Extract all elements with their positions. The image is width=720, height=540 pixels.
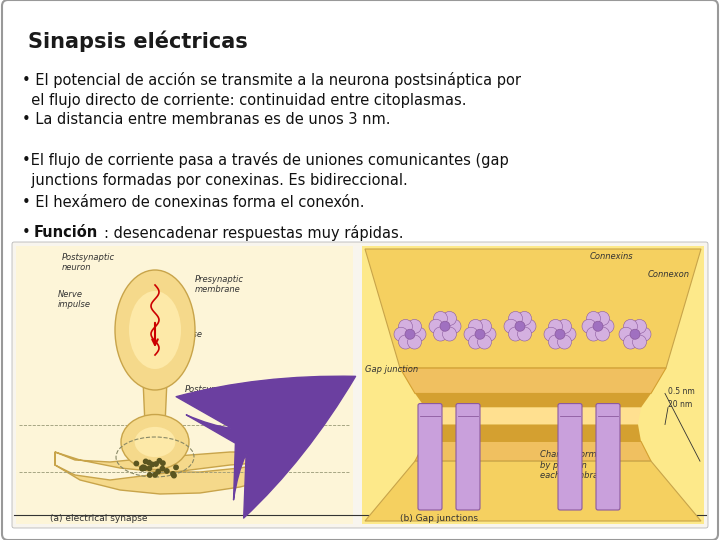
Circle shape	[398, 320, 413, 333]
Circle shape	[508, 312, 523, 326]
Circle shape	[515, 321, 525, 331]
Circle shape	[504, 319, 518, 333]
Circle shape	[154, 462, 158, 466]
Text: Connexins: Connexins	[590, 252, 634, 261]
Circle shape	[147, 466, 152, 470]
Circle shape	[544, 327, 558, 341]
Circle shape	[624, 335, 637, 349]
Polygon shape	[55, 452, 290, 494]
Circle shape	[157, 458, 161, 463]
Circle shape	[595, 327, 610, 341]
Circle shape	[429, 319, 443, 333]
Circle shape	[174, 465, 179, 470]
Circle shape	[141, 465, 145, 469]
Circle shape	[518, 327, 531, 341]
Circle shape	[508, 327, 523, 341]
Circle shape	[443, 312, 456, 326]
Text: Connexon: Connexon	[648, 270, 690, 279]
Text: Nerve
impulse: Nerve impulse	[58, 290, 91, 309]
Circle shape	[475, 329, 485, 339]
Text: Sinapsis eléctricas: Sinapsis eléctricas	[28, 30, 248, 51]
Circle shape	[619, 327, 633, 341]
FancyBboxPatch shape	[12, 242, 708, 528]
Text: (b) Gap junctions: (b) Gap junctions	[400, 514, 478, 523]
Circle shape	[172, 474, 176, 478]
Circle shape	[624, 320, 637, 333]
Circle shape	[433, 312, 448, 326]
Polygon shape	[143, 380, 167, 425]
Circle shape	[150, 462, 155, 467]
Text: (a) electrical synapse: (a) electrical synapse	[50, 514, 148, 523]
Circle shape	[557, 335, 572, 349]
Circle shape	[562, 327, 576, 341]
Polygon shape	[415, 441, 651, 461]
Text: • El hexámero de conexinas forma el conexón.: • El hexámero de conexinas forma el cone…	[22, 195, 364, 210]
Circle shape	[161, 461, 165, 465]
Circle shape	[156, 469, 161, 474]
Circle shape	[165, 469, 169, 473]
FancyBboxPatch shape	[596, 403, 620, 510]
Text: Presynaptic
membrane: Presynaptic membrane	[195, 275, 244, 294]
Text: Gap junction: Gap junction	[365, 365, 418, 374]
Polygon shape	[400, 368, 666, 394]
Circle shape	[464, 327, 478, 341]
Circle shape	[469, 335, 482, 349]
Circle shape	[632, 320, 647, 333]
Circle shape	[440, 321, 450, 331]
FancyBboxPatch shape	[456, 403, 480, 510]
Circle shape	[477, 335, 492, 349]
Circle shape	[630, 329, 640, 339]
Circle shape	[398, 335, 413, 349]
Circle shape	[632, 335, 647, 349]
Circle shape	[587, 327, 600, 341]
Polygon shape	[415, 394, 651, 408]
Text: Postsynaptic
neuron: Postsynaptic neuron	[62, 253, 115, 272]
Text: Postsynaptic
membrane: Postsynaptic membrane	[185, 385, 238, 404]
Text: Channel formed
by pores in
each membrane: Channel formed by pores in each membrane	[540, 450, 608, 480]
Circle shape	[469, 320, 482, 333]
Circle shape	[522, 319, 536, 333]
Circle shape	[148, 472, 152, 477]
Circle shape	[549, 335, 562, 349]
Circle shape	[600, 319, 614, 333]
Text: •El flujo de corriente pasa a través de uniones comunicantes (gap
  junctions fo: •El flujo de corriente pasa a través de …	[22, 152, 509, 188]
Polygon shape	[425, 408, 641, 424]
Circle shape	[447, 319, 461, 333]
Text: Función: Función	[34, 225, 98, 240]
Circle shape	[408, 335, 421, 349]
Circle shape	[555, 329, 565, 339]
Circle shape	[171, 471, 175, 476]
Circle shape	[143, 459, 148, 464]
Text: Nerve
impulse: Nerve impulse	[170, 320, 203, 340]
Circle shape	[394, 327, 408, 341]
FancyBboxPatch shape	[362, 246, 704, 524]
Ellipse shape	[115, 270, 195, 390]
Text: • La distancia entre membranas es de unos 3 nm.: • La distancia entre membranas es de uno…	[22, 112, 390, 127]
Circle shape	[595, 312, 610, 326]
Polygon shape	[365, 249, 701, 368]
Circle shape	[557, 320, 572, 333]
Circle shape	[143, 466, 147, 470]
FancyBboxPatch shape	[16, 246, 353, 524]
Circle shape	[549, 320, 562, 333]
Text: 0.5 nm: 0.5 nm	[668, 387, 695, 396]
Circle shape	[477, 320, 492, 333]
Polygon shape	[425, 424, 641, 441]
Circle shape	[161, 467, 165, 471]
Text: • El potencial de acción se transmite a la neurona postsináptica por
  el flujo : • El potencial de acción se transmite a …	[22, 72, 521, 109]
Circle shape	[412, 327, 426, 341]
Circle shape	[518, 312, 531, 326]
Ellipse shape	[129, 291, 181, 369]
FancyBboxPatch shape	[558, 403, 582, 510]
Circle shape	[433, 327, 448, 341]
Circle shape	[153, 472, 157, 477]
Circle shape	[482, 327, 496, 341]
Ellipse shape	[135, 427, 176, 457]
FancyBboxPatch shape	[418, 403, 442, 510]
Polygon shape	[365, 461, 701, 521]
Circle shape	[140, 466, 144, 470]
Circle shape	[443, 327, 456, 341]
Circle shape	[587, 312, 600, 326]
Circle shape	[405, 329, 415, 339]
